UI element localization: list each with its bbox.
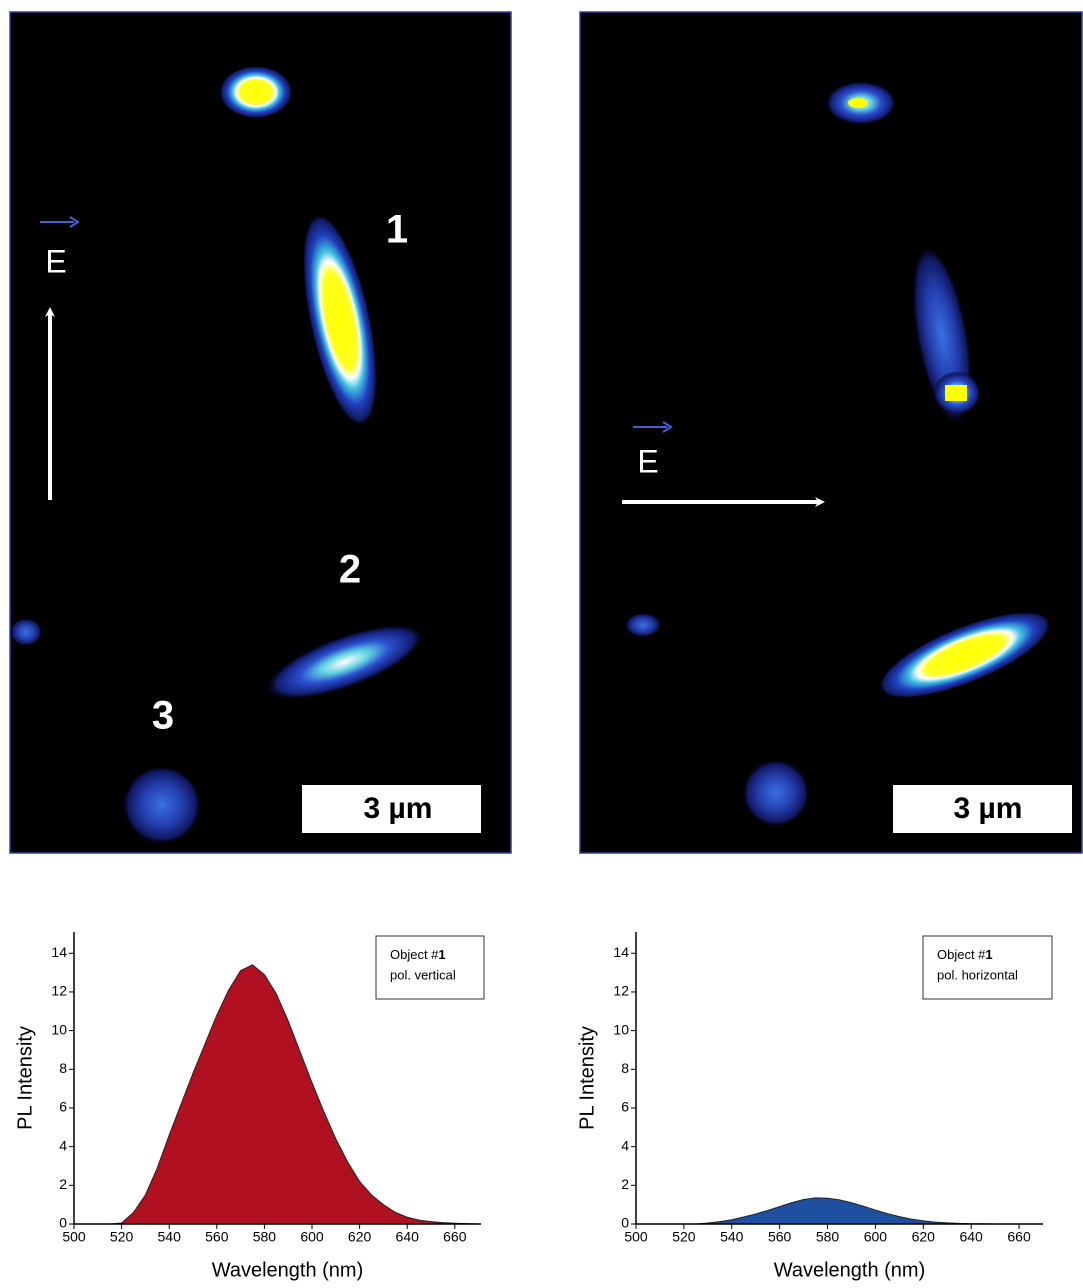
object-label: 3 <box>152 694 174 738</box>
y-tick-label: 14 <box>613 944 629 960</box>
x-tick-label: 520 <box>672 1229 696 1245</box>
area <box>696 1198 995 1224</box>
annotation-title: Object #1 <box>937 947 993 962</box>
x-tick-label: 580 <box>816 1229 840 1245</box>
x-tick-label: 560 <box>205 1229 229 1245</box>
micrograph-left: 1 2 3 E 3 µm <box>10 12 511 853</box>
x-tick-label: 660 <box>1007 1229 1031 1245</box>
x-tick-label: 640 <box>959 1229 983 1245</box>
image-frame <box>580 12 1082 853</box>
x-tick-label: 540 <box>720 1229 744 1245</box>
x-tick-label: 560 <box>768 1229 792 1245</box>
spot <box>742 759 810 827</box>
field-label: E <box>45 243 66 279</box>
x-tick-label: 500 <box>62 1229 86 1245</box>
y-tick-label: 10 <box>613 1021 629 1037</box>
y-tick-label: 10 <box>51 1021 67 1037</box>
scale-label: 3 µm <box>364 792 433 825</box>
y-tick-label: 12 <box>613 983 629 999</box>
object-label: 2 <box>339 548 361 592</box>
y-tick-label: 0 <box>621 1215 629 1231</box>
x-tick-label: 520 <box>110 1229 134 1245</box>
annotation-prefix: Object # <box>390 947 439 962</box>
y-tick-label: 6 <box>59 1099 67 1115</box>
annotation-number: 1 <box>438 947 445 962</box>
x-axis-title: Wavelength (nm) <box>774 1259 926 1281</box>
x-axis-title: Wavelength (nm) <box>212 1259 364 1281</box>
area <box>110 965 479 1224</box>
x-tick-label: 640 <box>396 1229 420 1245</box>
annotation-text: pol. vertical <box>390 967 456 982</box>
y-tick-label: 8 <box>621 1060 629 1076</box>
x-tick-label: 580 <box>253 1229 277 1245</box>
spot <box>220 66 292 118</box>
object-label: 1 <box>386 208 408 252</box>
spot <box>122 765 202 845</box>
image-frame <box>10 12 511 853</box>
field-label: E <box>637 443 658 479</box>
x-tick-label: 620 <box>348 1229 372 1245</box>
micrograph-right: E 3 µm <box>580 12 1082 853</box>
y-tick-label: 2 <box>59 1176 67 1192</box>
annotation-prefix: Object # <box>937 947 986 962</box>
x-tick-label: 500 <box>624 1229 648 1245</box>
chart: 500 520 540 560 580 600 620 640 660 0 2 4 6 8 10 12 14 Wa… <box>14 932 484 1281</box>
spot-core <box>945 385 967 401</box>
y-tick-label: 2 <box>621 1176 629 1192</box>
y-axis-title: PL Intensity <box>576 1026 598 1130</box>
annotation-title: Object #1 <box>390 947 446 962</box>
y-tick-label: 14 <box>51 944 67 960</box>
scale-label: 3 µm <box>954 792 1023 825</box>
y-tick-label: 0 <box>59 1215 67 1231</box>
x-tick-label: 540 <box>158 1229 182 1245</box>
x-tick-label: 660 <box>443 1229 467 1245</box>
x-tick-label: 620 <box>912 1229 936 1245</box>
chart: 500 520 540 560 580 600 620 640 660 0 2 4 6 8 10 12 14 Wa… <box>576 932 1052 1281</box>
y-tick-label: 8 <box>59 1060 67 1076</box>
figure: 1 2 3 E 3 µm E 3 µm 50052054056058060062… <box>0 0 1083 1283</box>
y-tick-label: 12 <box>51 983 67 999</box>
annotation-number: 1 <box>985 947 992 962</box>
y-axis-title: PL Intensity <box>14 1026 36 1130</box>
y-tick-label: 4 <box>621 1137 629 1153</box>
annotation-text: pol. horizontal <box>937 967 1018 982</box>
y-tick-label: 6 <box>621 1099 629 1115</box>
x-tick-label: 600 <box>864 1229 888 1245</box>
spot <box>10 618 42 646</box>
spot <box>625 613 661 637</box>
x-tick-label: 600 <box>300 1229 324 1245</box>
y-tick-label: 4 <box>59 1137 67 1153</box>
spot-core <box>848 98 868 108</box>
